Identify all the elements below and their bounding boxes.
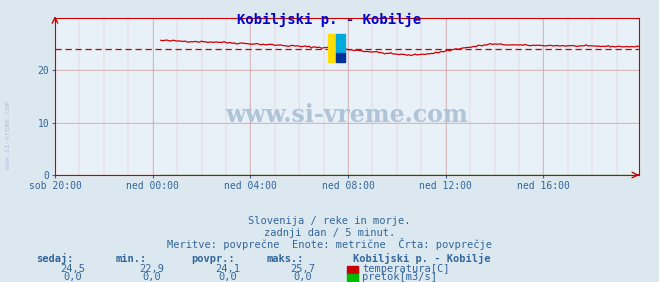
Text: 25,7: 25,7 <box>291 264 316 274</box>
Text: 0,0: 0,0 <box>142 272 161 282</box>
Text: 0,0: 0,0 <box>294 272 312 282</box>
Text: 0,0: 0,0 <box>218 272 237 282</box>
Bar <box>337 54 345 62</box>
Text: www.si-vreme.com: www.si-vreme.com <box>5 101 11 169</box>
Text: pretok[m3/s]: pretok[m3/s] <box>362 272 438 282</box>
Text: 0,0: 0,0 <box>63 272 82 282</box>
Text: Kobiljski p. - Kobilje: Kobiljski p. - Kobilje <box>237 13 422 27</box>
Text: Kobiljski p. - Kobilje: Kobiljski p. - Kobilje <box>353 253 490 265</box>
Text: 24,1: 24,1 <box>215 264 240 274</box>
Text: maks.:: maks.: <box>267 254 304 264</box>
Text: 22,9: 22,9 <box>139 264 164 274</box>
Text: sedaj:: sedaj: <box>36 253 74 265</box>
Text: Slovenija / reke in morje.: Slovenija / reke in morje. <box>248 216 411 226</box>
Text: zadnji dan / 5 minut.: zadnji dan / 5 minut. <box>264 228 395 238</box>
Text: min.:: min.: <box>115 254 146 264</box>
Text: www.si-vreme.com: www.si-vreme.com <box>225 103 469 127</box>
Text: temperatura[C]: temperatura[C] <box>362 264 450 274</box>
Text: 24,5: 24,5 <box>60 264 85 274</box>
Text: Meritve: povprečne  Enote: metrične  Črta: povprečje: Meritve: povprečne Enote: metrične Črta:… <box>167 238 492 250</box>
Bar <box>328 34 337 62</box>
Bar <box>337 34 345 54</box>
Text: povpr.:: povpr.: <box>191 254 235 264</box>
